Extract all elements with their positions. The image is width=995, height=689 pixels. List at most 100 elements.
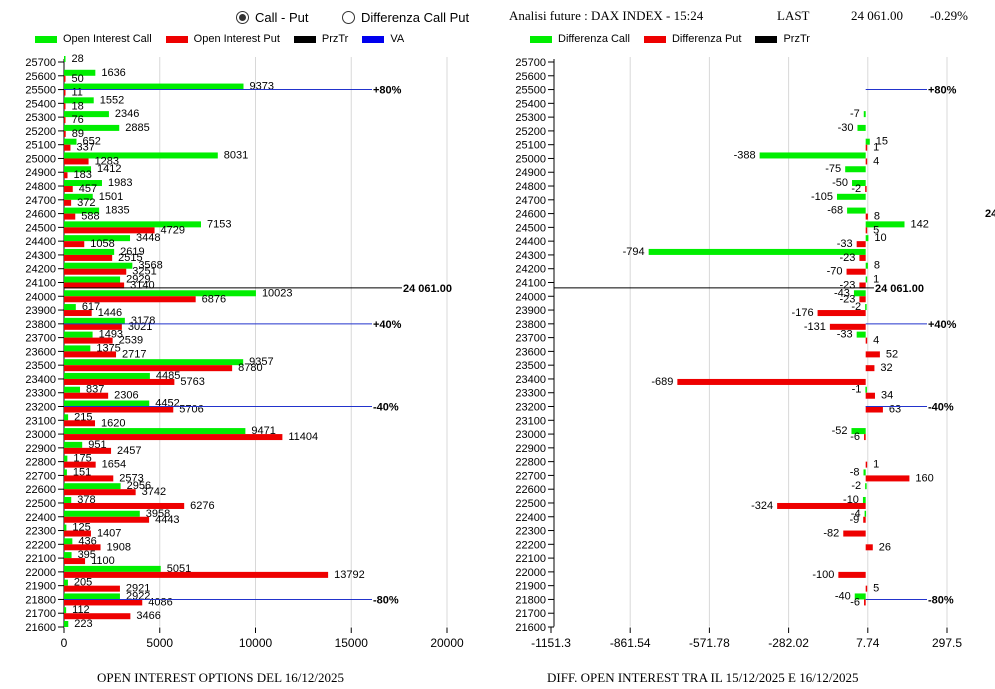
call-bar <box>64 331 93 338</box>
bar-value-label: 457 <box>79 183 97 195</box>
call-bar <box>863 111 866 118</box>
y-tick-label: 22300 <box>25 526 56 538</box>
bar-value-label: -6 <box>850 431 860 443</box>
call-bar <box>64 166 92 173</box>
call-bar <box>64 483 121 490</box>
call-bar <box>64 97 94 104</box>
bar-value-label: 2619 <box>120 246 144 258</box>
put-bar <box>64 461 96 468</box>
put-bar <box>64 227 155 234</box>
put-bar <box>865 351 880 358</box>
put-bar <box>838 571 866 578</box>
put-bar <box>64 571 329 578</box>
bar-value-label: -8 <box>850 466 860 478</box>
bar-value-label: 3140 <box>130 279 154 291</box>
y-tick-label: 23500 <box>515 360 546 372</box>
put-bar <box>777 502 866 509</box>
last-label: LAST <box>777 8 810 23</box>
bar-value-label: -2 <box>851 301 861 313</box>
y-tick-label: 21900 <box>25 581 56 593</box>
bar-value-label: -23 <box>839 252 855 264</box>
bar-value-label: 76 <box>72 114 84 126</box>
bar-value-label: -2 <box>851 480 861 492</box>
y-tick-label: 24200 <box>515 264 546 276</box>
bar-value-label: 3958 <box>146 508 170 520</box>
put-bar <box>64 213 76 220</box>
put-bar <box>865 337 868 344</box>
y-tick-label: 25500 <box>515 85 546 97</box>
put-bar <box>64 475 114 482</box>
bar-value-label: 142 <box>910 218 928 230</box>
y-tick-label: 22700 <box>515 470 546 482</box>
bar-value-label: -68 <box>827 205 843 217</box>
bar-value-label: -50 <box>832 177 848 189</box>
bar-value-label: 588 <box>81 211 99 223</box>
bar-value-label: 337 <box>76 142 94 154</box>
y-tick-label: 22600 <box>515 484 546 496</box>
y-tick-label: 25500 <box>25 85 56 97</box>
bar-value-label: 1552 <box>100 94 124 106</box>
y-tick-label: 22000 <box>25 567 56 579</box>
call-bar <box>64 593 120 600</box>
bar-value-label: -7 <box>850 108 860 120</box>
put-bar <box>64 254 113 261</box>
bar-value-label: -75 <box>825 163 841 175</box>
call-bar <box>64 262 133 269</box>
legend-diff-put: Differenza Put <box>643 33 741 45</box>
y-tick-label: 25200 <box>515 126 546 138</box>
call-bar <box>865 276 868 283</box>
bar-value-label: -131 <box>804 321 826 333</box>
bar-value-label: 372 <box>77 197 95 209</box>
call-bar <box>64 455 68 462</box>
call-bar <box>64 565 161 572</box>
put-bar <box>865 227 868 234</box>
bar-value-label: 2885 <box>125 122 149 134</box>
legend-label: PrzTr <box>321 33 349 45</box>
call-bar <box>64 538 73 545</box>
bar-value-label: 2573 <box>119 472 143 484</box>
put-bar <box>846 268 866 275</box>
put-bar <box>64 199 72 206</box>
radio-call-put[interactable]: Call - Put <box>236 10 308 25</box>
call-bar <box>64 607 67 614</box>
bar-value-label: 32 <box>880 362 892 374</box>
call-bar <box>64 248 115 255</box>
radio-differenza-call-put[interactable]: Differenza Call Put <box>342 10 469 25</box>
put-bar <box>64 420 96 427</box>
bar-value-label: 1283 <box>95 155 119 167</box>
call-bar <box>648 248 866 255</box>
put-bar <box>64 144 71 151</box>
y-tick-label: 24600 <box>25 209 56 221</box>
bar-value-label: -33 <box>837 238 853 250</box>
price-line-label: 24 061.00 <box>403 283 452 295</box>
bar-value-label: 3251 <box>132 266 156 278</box>
put-bar <box>64 406 174 413</box>
bar-value-label: 8 <box>874 260 880 272</box>
put-bar <box>865 392 875 399</box>
y-tick-label: 25300 <box>25 112 56 124</box>
bar-value-label: 223 <box>74 618 92 630</box>
x-tick-label: 0 <box>61 636 68 650</box>
y-tick-label: 24000 <box>25 291 56 303</box>
put-bar <box>859 296 866 303</box>
y-tick-label: 24500 <box>25 222 56 234</box>
call-bar <box>836 193 866 200</box>
bar-value-label: 13792 <box>334 569 365 581</box>
call-bar <box>852 180 866 187</box>
call-bar <box>64 621 69 627</box>
bar-value-label: -30 <box>838 122 854 134</box>
put-bar <box>865 186 867 193</box>
y-tick-label: 22300 <box>515 526 546 538</box>
call-bar <box>64 414 69 421</box>
y-tick-label: 22100 <box>515 553 546 565</box>
y-tick-label: 21600 <box>25 622 56 634</box>
bar-value-label: 2515 <box>118 252 142 264</box>
call-bar <box>64 193 93 200</box>
bar-value-label: 4 <box>873 155 879 167</box>
bar-value-label: 183 <box>74 169 92 181</box>
bar-value-label: -23 <box>839 293 855 305</box>
bar-value-label: 2346 <box>115 108 139 120</box>
va-label: -80% <box>928 594 954 606</box>
y-tick-label: 22400 <box>515 512 546 524</box>
call-bar <box>64 469 67 476</box>
